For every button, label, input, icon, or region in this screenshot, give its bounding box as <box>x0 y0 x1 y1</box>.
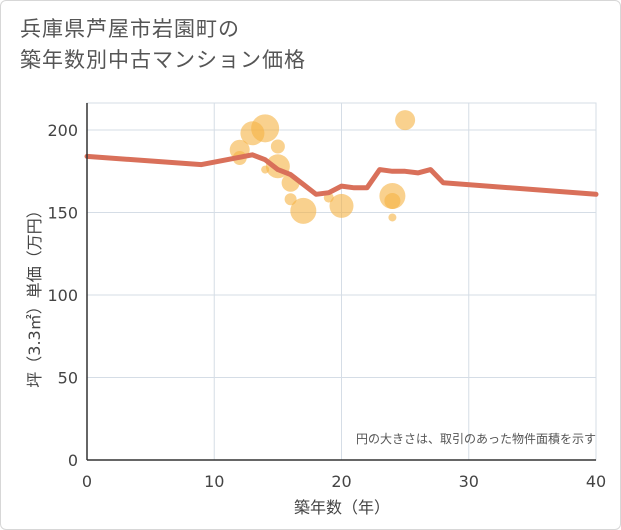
title-line-2: 築年数別中古マンション価格 <box>20 48 306 72</box>
chart-title: 兵庫県芦屋市岩園町の 築年数別中古マンション価格 <box>20 14 306 76</box>
title-line-1: 兵庫県芦屋市岩園町の <box>20 17 240 41</box>
tick-labels: 0 10 20 30 40 0 50 100 150 200 <box>47 121 606 491</box>
y-tick-label: 50 <box>58 369 78 388</box>
data-bubble <box>290 197 317 224</box>
data-bubble <box>329 193 354 218</box>
bubble-size-note: 円の大きさは、取引のあった物件面積を示す <box>356 431 596 446</box>
x-tick-label: 10 <box>204 472 224 491</box>
data-bubble <box>395 110 416 131</box>
bubble-series <box>229 110 416 224</box>
x-axis-title: 築年数（年） <box>294 498 390 517</box>
y-tick-label: 200 <box>47 121 78 140</box>
data-bubble <box>251 114 280 143</box>
x-tick-label: 30 <box>459 472 479 491</box>
data-bubble <box>270 139 285 154</box>
grid-lines <box>86 102 597 461</box>
x-tick-label: 40 <box>586 472 606 491</box>
y-tick-label: 0 <box>68 451 78 470</box>
data-bubble <box>384 192 401 209</box>
x-tick-label: 20 <box>331 472 351 491</box>
x-tick-label: 0 <box>82 472 92 491</box>
axes <box>86 103 596 461</box>
y-tick-label: 150 <box>47 204 78 223</box>
data-bubble <box>388 213 397 222</box>
average-price-line <box>84 152 599 197</box>
y-axis-title: 坪（3.3㎡）単価（万円） <box>25 202 44 387</box>
y-tick-label: 100 <box>47 286 78 305</box>
